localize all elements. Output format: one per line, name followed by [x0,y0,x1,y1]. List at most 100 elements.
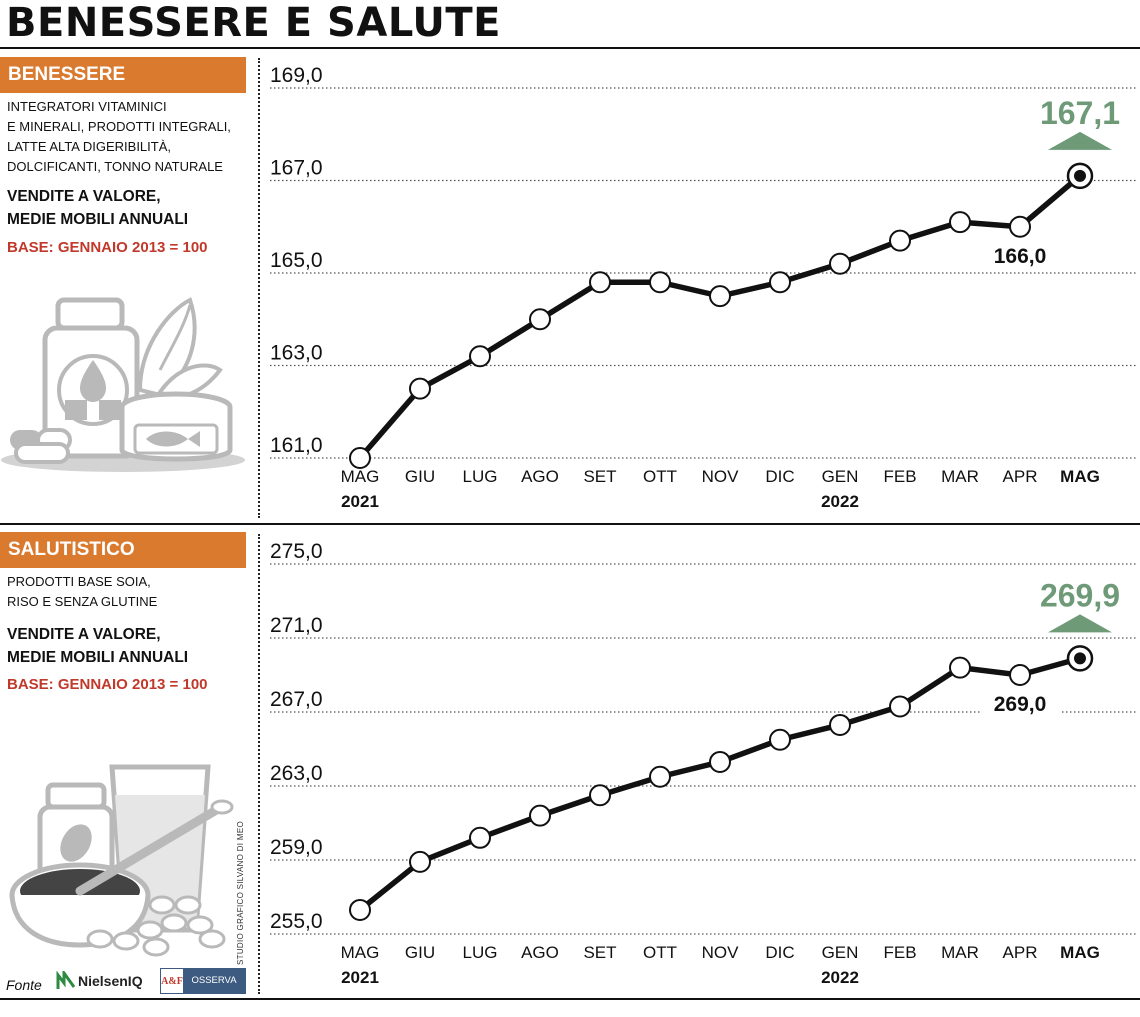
x-tick-label: AGO [521,467,559,486]
data-point [469,826,491,849]
x-tick-label: OTT [643,467,677,486]
panel-2-metric: VENDITE A VALORE, MEDIE MOBILI ANNUALI [7,623,252,669]
panel-1-base-note: BASE: GENNAIO 2013 = 100 [7,239,208,256]
y-tick-label: 255,0 [270,910,323,933]
panel-1-description: INTEGRATORI VITAMINICI E MINERALI, PRODO… [7,97,252,177]
bottom-rule [0,998,1140,1000]
x-tick-label: LUG [463,943,498,962]
x-tick-label: APR [1003,943,1038,962]
data-point [469,345,491,368]
x-tick-label: GIU [405,943,435,962]
description-line: RISO E SENZA GLUTINE [7,594,158,609]
series-line [358,655,1081,913]
x-tick-label: FEB [883,467,916,486]
studio-credit: STUDIO GRAFICO SILVANO DI MEO [236,821,245,965]
data-point [709,750,731,773]
osserva-italia-logo: A&F OSSERVA ITALIA [160,968,246,1010]
nielsen-mark-icon [56,971,76,989]
data-point [829,713,851,736]
data-point [529,308,551,331]
year-label: 2022 [821,968,859,987]
y-tick-label: 263,0 [270,762,323,785]
panel-2-divider [258,534,260,994]
x-tick-label: GEN [822,943,859,962]
data-point [409,850,431,873]
y-tick-label: 275,0 [270,540,323,563]
year-label: 2022 [821,492,859,511]
value-label-background [980,687,1060,717]
salutistico-line-chart: 255,0 259,0 263,0 267,0 271,0 275,0 269,0 269,9… [262,534,1140,994]
page-title: BENESSERE E SALUTE [6,0,501,46]
data-point [349,898,371,921]
y-tick-label: 259,0 [270,836,323,859]
x-tick-label: GIU [405,467,435,486]
data-point [769,271,791,294]
highlight-value-label: 167,1 [1040,95,1120,131]
data-point [829,252,851,275]
x-tick-label: MAR [941,943,979,962]
metric-line: MEDIE MOBILI ANNUALI [7,211,189,228]
af-mark-icon: A&F [161,969,183,993]
latest-point-dot [1074,652,1086,665]
metric-line: VENDITE A VALORE, [7,626,161,643]
data-point [1009,664,1031,686]
x-tick-label: FEB [883,943,916,962]
description-line: PRODOTTI BASE SOIA, [7,574,151,589]
x-tick-label: DIC [765,467,794,486]
data-point [1009,215,1031,238]
benessere-line-chart: 161,0 163,0 165,0 167,0 169,0 166,0 167,1 MAG GI… [262,58,1140,518]
nielseniq-wordmark: NielsenIQ [78,973,143,989]
x-tick-label: MAG [1060,467,1100,486]
source-label: Fonte [6,977,42,993]
y-tick-label: 167,0 [270,157,323,180]
data-point [409,377,431,400]
data-point [589,271,611,294]
year-label: 2021 [341,968,379,987]
panel-2-description: PRODOTTI BASE SOIA, RISO E SENZA GLUTINE [7,572,252,612]
data-point [889,695,911,718]
top-rule [0,47,1140,49]
y-tick-label: 161,0 [270,434,323,457]
highlight-value-label: 269,9 [1040,577,1120,613]
series-line [357,173,1082,460]
metric-line: MEDIE MOBILI ANNUALI [7,649,189,666]
y-tick-label: 267,0 [270,688,323,711]
value-label: 166,0 [994,245,1047,268]
year-label: 2021 [341,492,379,511]
af-mark-text: A&F [161,975,183,987]
x-tick-label: SET [583,467,616,486]
data-point [349,447,371,469]
x-tick-label: MAG [1060,943,1100,962]
x-tick-label: MAG [341,467,380,486]
data-point [529,804,551,827]
panel-2-base-note: BASE: GENNAIO 2013 = 100 [7,676,208,693]
description-line: E MINERALI, PRODOTTI INTEGRALI, [7,119,231,134]
x-tick-label: APR [1003,467,1038,486]
panel-tag-benessere: BENESSERE [0,57,246,93]
description-line: INTEGRATORI VITAMINICI [7,99,167,114]
y-tick-label: 271,0 [270,614,323,637]
middle-rule [0,523,1140,525]
up-arrow-icon [1048,131,1112,150]
x-tick-label: MAG [341,943,380,962]
x-tick-label: AGO [521,943,559,962]
panel-tag-salutistico: SALUTISTICO [0,532,246,568]
y-tick-label: 169,0 [270,64,323,87]
osserva-italia-wordmark: OSSERVA ITALIA [183,969,245,1010]
data-point [949,211,971,234]
x-tick-label: MAR [941,467,979,486]
data-point [649,765,671,788]
value-label-background [980,238,1060,269]
y-tick-label: 165,0 [270,249,323,272]
health-products-illustration [0,755,250,964]
data-point [949,656,971,679]
data-point [649,271,671,294]
panel-1-divider [258,58,260,518]
x-tick-label: NOV [702,943,740,962]
data-point [769,728,791,751]
x-tick-label: GEN [822,467,859,486]
metric-line: VENDITE A VALORE, [7,188,161,205]
nielseniq-logo: NielsenIQ [56,968,143,994]
y-tick-label: 163,0 [270,342,323,365]
x-tick-label: DIC [765,943,794,962]
